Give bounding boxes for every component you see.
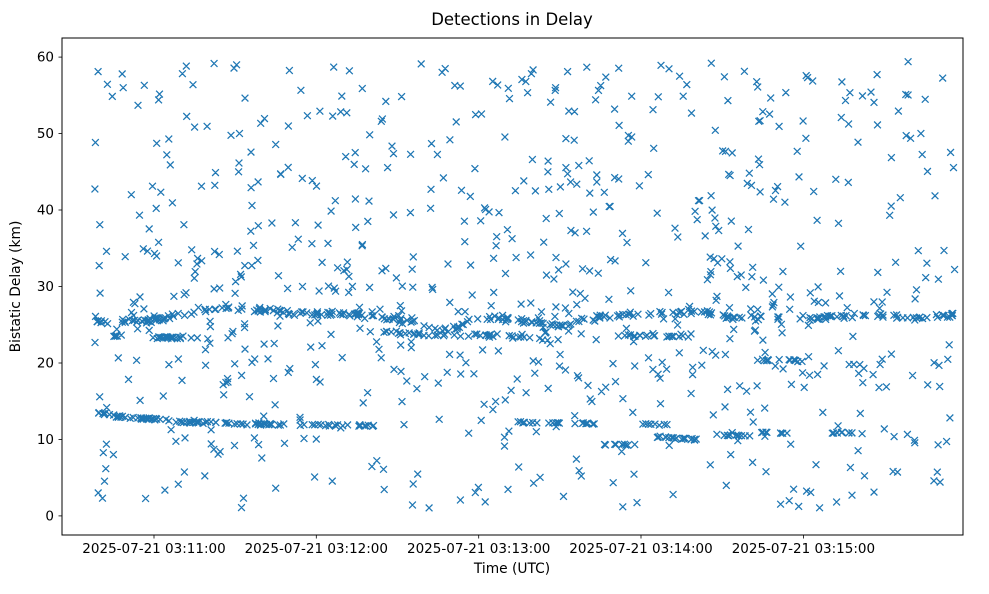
x-tick-label: 2025-07-21 03:15:00 [732, 541, 875, 557]
y-tick-label: 0 [45, 508, 54, 524]
x-tick-label: 2025-07-21 03:13:00 [407, 541, 550, 557]
y-tick-label: 10 [37, 432, 54, 448]
x-axis-label: Time (UTC) [473, 561, 550, 577]
axis-ticks: 2025-07-21 03:11:00 2025-07-21 03:12:00 20… [37, 50, 875, 557]
scatter-marker-path [91, 57, 959, 512]
y-tick-label: 50 [37, 126, 54, 142]
x-tick-label: 2025-07-21 03:11:00 [82, 541, 225, 557]
chart-title: Detections in Delay [431, 10, 593, 29]
scatter-markers [91, 57, 959, 512]
y-tick-label: 60 [37, 50, 54, 66]
x-tick-label: 2025-07-21 03:12:00 [245, 541, 388, 557]
y-tick-label: 20 [37, 356, 54, 372]
x-tick-label: 2025-07-21 03:14:00 [569, 541, 712, 557]
y-axis-label: Bistatic Delay (km) [8, 221, 24, 353]
y-tick-label: 30 [37, 279, 54, 295]
y-tick-label: 40 [37, 203, 54, 219]
